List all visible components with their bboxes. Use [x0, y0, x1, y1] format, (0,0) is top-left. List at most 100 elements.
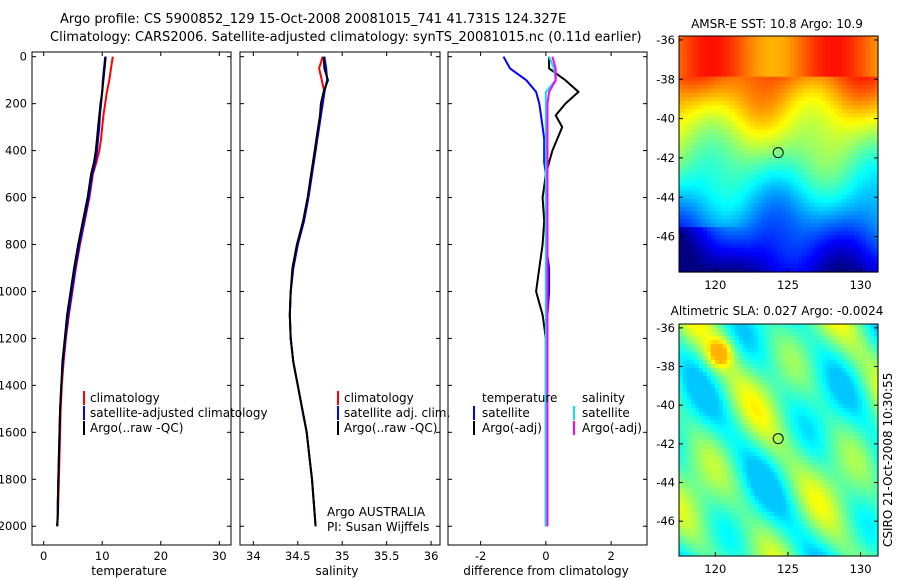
sst-map-cell	[679, 101, 684, 106]
sst-map-cell	[786, 52, 792, 57]
sst-map-cell	[706, 194, 712, 200]
sst-map-cell	[718, 210, 724, 216]
sst-map-cell	[746, 40, 752, 45]
sst-map-cell	[858, 263, 863, 269]
sla-map-cell	[858, 340, 863, 345]
sst-map-cell	[834, 88, 839, 94]
sst-map-cell	[682, 97, 688, 102]
sst-map-cell	[862, 60, 867, 66]
sst-map-cell	[762, 227, 768, 232]
sla-map-cell	[766, 472, 772, 477]
sla-map-cell	[842, 340, 847, 345]
sst-map-cell	[766, 210, 772, 216]
sst-map-cell	[702, 52, 708, 57]
sst-map-cell	[818, 182, 823, 188]
sst-map-cell	[866, 76, 871, 82]
sst-map-cell	[702, 105, 708, 110]
sla-map-cell	[766, 388, 772, 393]
sst-map-cell	[730, 133, 736, 139]
sla-map-cell	[798, 456, 803, 461]
sla-map-cell	[770, 452, 776, 457]
sst-map-cell	[874, 206, 879, 212]
sla-map-cell	[850, 468, 855, 473]
sst-map-cell	[866, 109, 871, 114]
sst-map-cell	[850, 48, 855, 53]
sst-map-cell	[866, 105, 871, 110]
sst-map-cell	[802, 44, 807, 49]
sst-map-cell	[798, 105, 803, 110]
sst-map-cell	[778, 133, 784, 139]
sla-map-cell	[834, 448, 839, 453]
sst-map-cell	[846, 101, 851, 106]
sla-map-cell	[834, 436, 839, 441]
sst-map-cell	[830, 170, 835, 175]
sla-map-cell	[814, 416, 819, 421]
sla-map-cell	[814, 336, 819, 341]
sst-map-cell	[746, 251, 752, 257]
sst-map-cell	[858, 121, 863, 127]
sst-map-cell	[698, 113, 704, 118]
sst-map-cell	[766, 40, 772, 45]
sst-map-cell	[738, 219, 744, 224]
sst-map-cell	[702, 56, 708, 62]
sst-map-cell	[814, 101, 819, 106]
sst-map-cell	[862, 141, 867, 147]
sst-map-cell	[726, 117, 732, 123]
sla-map-cell	[746, 344, 752, 349]
sst-map-cell	[782, 137, 788, 143]
sst-map-cell	[850, 210, 855, 216]
sst-map-cell	[750, 105, 756, 110]
sla-map-cell	[830, 464, 835, 469]
sst-map-cell	[826, 255, 831, 261]
sst-map-cell	[690, 182, 696, 188]
sst-map-cell	[810, 141, 815, 147]
sst-map-cell	[758, 141, 764, 147]
sst-map-cell	[746, 259, 752, 265]
sst-map-cell	[750, 223, 756, 228]
sst-map-cell	[806, 210, 811, 216]
sst-map-cell	[838, 182, 843, 188]
sla-map-cell	[722, 368, 728, 373]
sst-map-cell	[682, 149, 688, 155]
sst-map-cell	[762, 44, 768, 49]
sst-map-cell	[710, 88, 716, 94]
sst-map-cell	[802, 36, 807, 41]
sst-map-cell	[798, 84, 803, 90]
sla-map-cell	[818, 448, 823, 453]
sla-map-cell	[726, 348, 732, 353]
sst-map-cell	[842, 170, 847, 175]
sst-map-cell	[718, 194, 724, 200]
sla-map-cell	[690, 412, 696, 417]
sst-map-cell	[786, 84, 792, 90]
sla-map-cell	[754, 428, 760, 433]
sst-map-cell	[690, 64, 696, 70]
sst-map-cell	[746, 166, 752, 171]
sst-map-cell	[734, 48, 740, 53]
sst-map-cell	[762, 133, 768, 139]
sla-map-cell	[686, 440, 692, 445]
sst-map-cell	[846, 40, 851, 45]
sst-map-cell	[850, 219, 855, 224]
sla-map-cell	[790, 456, 796, 461]
sst-map-cell	[682, 227, 688, 232]
sst-map-cell	[690, 223, 696, 228]
sst-map-cell	[762, 162, 768, 167]
sla-map-cell	[798, 460, 803, 465]
sst-map-cell	[690, 219, 696, 224]
sla-map-cell	[726, 324, 732, 329]
sst-map-cell	[706, 259, 712, 265]
sst-map-cell	[822, 154, 827, 159]
sst-map-cell	[710, 239, 716, 245]
sst-map-cell	[774, 113, 780, 118]
sla-map-cell	[694, 456, 700, 461]
sst-map-cell	[742, 194, 748, 200]
sst-map-cell	[842, 206, 847, 212]
sst-map-cell	[842, 210, 847, 216]
sla-map-cell	[742, 352, 748, 357]
sla-map-cell	[762, 456, 768, 461]
sla-map-cell	[750, 464, 756, 469]
sst-map-cell	[798, 52, 803, 57]
sst-map-cell	[810, 36, 815, 41]
sst-map-cell	[698, 133, 704, 139]
sst-map-cell	[738, 223, 744, 228]
